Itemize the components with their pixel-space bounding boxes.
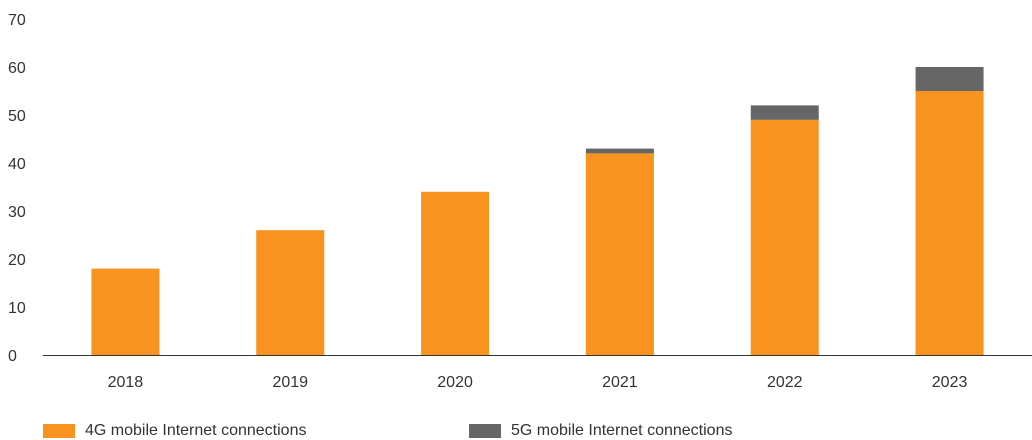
bar-5g-2021 bbox=[585, 148, 654, 154]
y-axis-ticks: 0 10 20 30 40 50 60 70 bbox=[8, 12, 26, 365]
x-tick-label: 2022 bbox=[767, 374, 803, 391]
y-tick-label: 10 bbox=[8, 300, 26, 317]
y-tick-label: 20 bbox=[8, 252, 26, 269]
y-tick-label: 30 bbox=[8, 204, 26, 221]
legend-label-4g: 4G mobile Internet connections bbox=[85, 422, 307, 439]
x-tick-label: 2023 bbox=[932, 374, 968, 391]
legend-item-5g: 5G mobile Internet connections bbox=[469, 422, 732, 440]
bar-4g-2022 bbox=[750, 119, 819, 355]
bar-4g-2019 bbox=[256, 230, 325, 355]
legend-label-5g: 5G mobile Internet connections bbox=[511, 422, 733, 439]
bar-5g-2023 bbox=[915, 67, 984, 91]
legend-swatch-5g bbox=[469, 424, 501, 438]
legend-swatch-4g bbox=[43, 424, 75, 438]
bar-5g-2022 bbox=[750, 105, 819, 120]
x-tick-label: 2020 bbox=[437, 374, 473, 391]
y-tick-label: 40 bbox=[8, 156, 26, 173]
y-tick-label: 50 bbox=[8, 108, 26, 125]
bar-4g-2020 bbox=[421, 191, 490, 355]
y-tick-label: 60 bbox=[8, 60, 26, 77]
y-tick-label: 0 bbox=[8, 348, 17, 365]
legend-item-4g: 4G mobile Internet connections bbox=[43, 422, 306, 440]
bar-4g-2023 bbox=[915, 91, 984, 355]
x-tick-label: 2021 bbox=[602, 374, 638, 391]
bar-chart: 0 10 20 30 40 50 60 70 2018 2019 2020 2021 2022 2023 bbox=[8, 12, 1032, 391]
bar-4g-2018 bbox=[91, 268, 160, 355]
x-tick-label: 2019 bbox=[272, 374, 308, 391]
bars bbox=[91, 67, 984, 355]
x-tick-label: 2018 bbox=[108, 374, 144, 391]
x-axis-ticks: 2018 2019 2020 2021 2022 2023 bbox=[108, 374, 968, 391]
bar-4g-2021 bbox=[585, 153, 654, 355]
y-tick-label: 70 bbox=[8, 12, 26, 29]
